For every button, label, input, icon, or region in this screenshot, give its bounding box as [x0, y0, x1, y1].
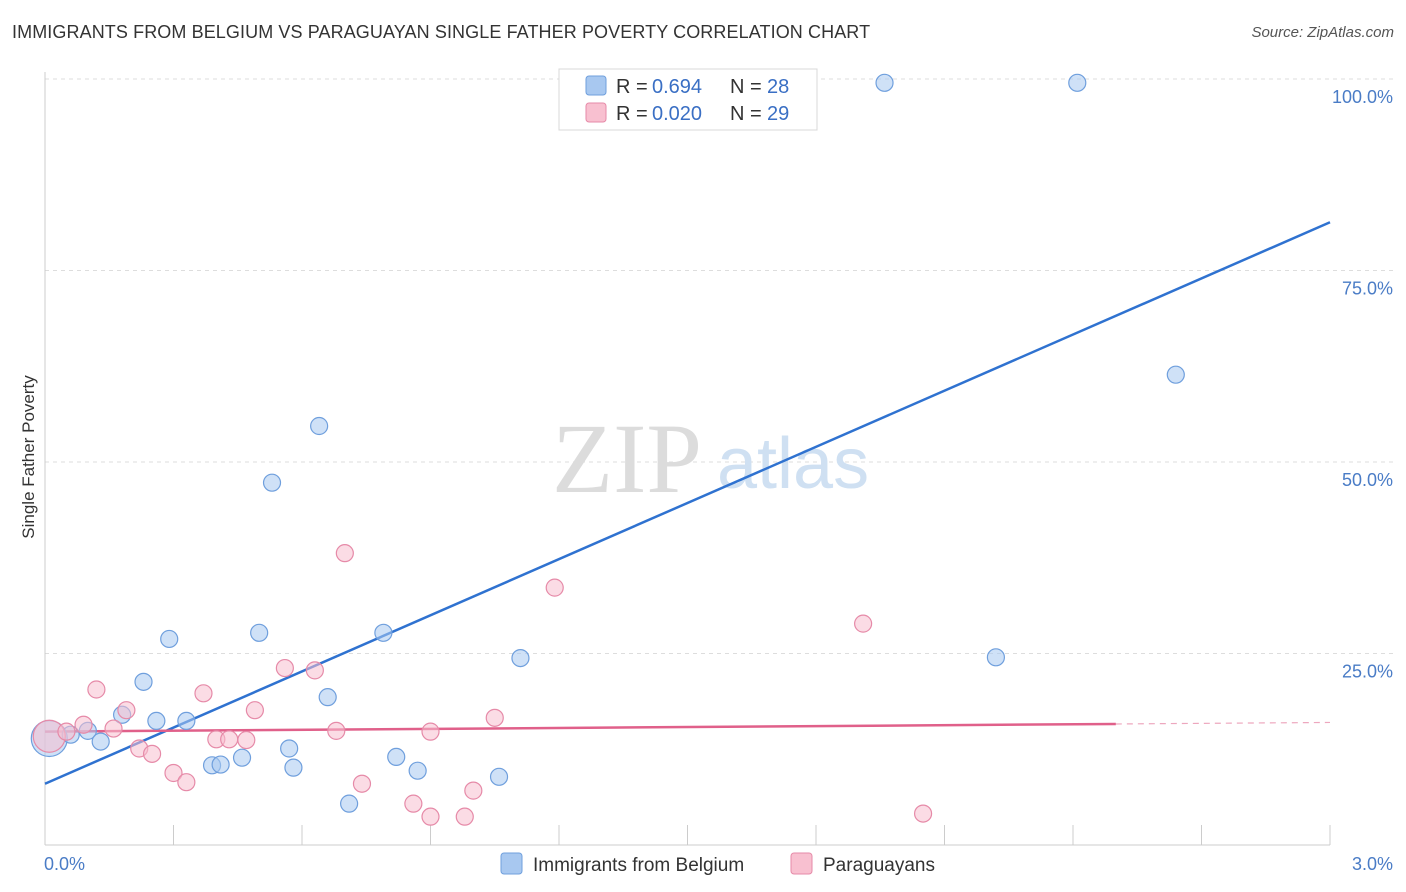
data-point-belgium — [387, 747, 406, 767]
legend-r-value-belgium: 0.694 — [652, 76, 702, 98]
data-point-belgium — [1166, 365, 1185, 384]
data-point-belgium — [280, 739, 299, 758]
data-point-paraguayans — [455, 807, 474, 826]
y-tick-label: 50.0% — [1342, 470, 1393, 490]
trend-lines — [44, 221, 1331, 785]
data-point-paraguayans — [404, 794, 423, 813]
legend-top: R = 0.694 N = 28 R = 0.020 N = 29 — [558, 68, 818, 131]
data-point-paraguayans — [104, 719, 123, 738]
data-point-paraguayans — [194, 684, 213, 703]
x-tick-label-min: 0.0% — [44, 854, 85, 874]
data-point-paraguayans — [464, 781, 483, 800]
data-point-belgium — [232, 748, 252, 767]
legend-n-label-belgium: N = — [730, 76, 762, 98]
data-point-belgium — [511, 648, 530, 668]
data-point-belgium — [134, 672, 153, 691]
y-axis-tick-labels: 100.0% 75.0% 50.0% 25.0% — [1332, 87, 1393, 682]
data-point-paraguayans — [421, 722, 440, 741]
data-point-paraguayans — [142, 744, 162, 763]
data-point-paraguayans — [87, 680, 106, 699]
y-axis-label: Single Father Poverty — [19, 375, 38, 539]
data-point-belgium — [408, 761, 427, 780]
data-point-paraguayans — [74, 715, 93, 734]
data-point-paraguayans — [352, 774, 372, 793]
data-point-belgium — [262, 473, 282, 492]
trend-line-paraguayans — [44, 722, 1116, 733]
data-point-paraguayans — [545, 578, 564, 597]
data-point-belgium — [91, 732, 110, 751]
y-tick-label: 75.0% — [1342, 279, 1393, 299]
data-point-paraguayans — [164, 763, 183, 783]
legend-r-label-paraguayans: R = — [616, 103, 648, 125]
data-point-paraguayans — [854, 614, 873, 633]
data-point-paraguayans — [421, 807, 440, 826]
legend-r-label-belgium: R = — [616, 76, 648, 98]
watermark-atlas: atlas — [717, 424, 869, 504]
y-tick-label: 25.0% — [1342, 662, 1393, 682]
x-tick-label-max: 3.0% — [1352, 854, 1393, 874]
bottom-legend-label-paraguayans: Paraguayans — [823, 855, 935, 876]
legend-n-label-paraguayans: N = — [730, 103, 762, 125]
legend-bottom: Immigrants from Belgium Paraguayans — [500, 852, 935, 876]
data-point-belgium — [318, 688, 337, 707]
data-point-belgium — [489, 767, 509, 786]
data-point-belgium — [374, 623, 393, 642]
source-label: Source: ZipAtlas.com — [1251, 24, 1394, 41]
data-points — [30, 73, 1185, 826]
trend-line-belgium — [44, 221, 1331, 785]
legend-swatch-paraguayans — [585, 102, 607, 123]
data-point-paraguayans — [327, 721, 346, 740]
data-point-paraguayans — [220, 730, 239, 749]
data-point-belgium — [1068, 73, 1087, 92]
legend-n-value-paraguayans: 29 — [767, 103, 789, 125]
legend-r-value-paraguayans: 0.020 — [652, 103, 702, 125]
data-point-paraguayans — [245, 701, 264, 720]
data-point-belgium — [875, 73, 894, 92]
data-point-paraguayans — [117, 701, 136, 720]
data-point-belgium — [147, 711, 166, 731]
data-point-paraguayans — [177, 773, 196, 792]
data-point-belgium — [211, 755, 230, 774]
data-point-belgium — [310, 416, 329, 436]
data-point-belgium — [284, 758, 303, 777]
data-point-belgium — [340, 794, 359, 813]
bottom-legend-swatch-paraguayans — [790, 852, 813, 875]
data-point-paraguayans — [913, 804, 933, 823]
data-point-belgium — [250, 623, 269, 642]
bottom-legend-swatch-belgium — [500, 852, 523, 875]
data-point-paraguayans — [237, 730, 256, 750]
legend-n-value-belgium: 28 — [767, 76, 789, 98]
bottom-legend-label-belgium: Immigrants from Belgium — [533, 855, 744, 876]
data-point-belgium — [160, 629, 179, 649]
trend-line-extension — [1115, 721, 1331, 725]
y-tick-label: 100.0% — [1332, 87, 1393, 107]
gridlines — [45, 78, 1393, 654]
data-point-paraguayans — [57, 722, 76, 741]
data-point-paraguayans — [485, 708, 504, 727]
data-point-paraguayans — [275, 658, 294, 678]
data-point-paraguayans — [305, 661, 324, 680]
chart-title: IMMIGRANTS FROM BELGIUM VS PARAGUAYAN SI… — [12, 22, 871, 42]
data-point-belgium — [177, 711, 196, 731]
data-point-belgium — [986, 648, 1006, 667]
x-axis-ticks — [44, 825, 1331, 845]
watermark-zip: ZIP — [552, 403, 702, 514]
legend-swatch-belgium — [585, 75, 607, 96]
data-point-paraguayans — [335, 544, 354, 563]
